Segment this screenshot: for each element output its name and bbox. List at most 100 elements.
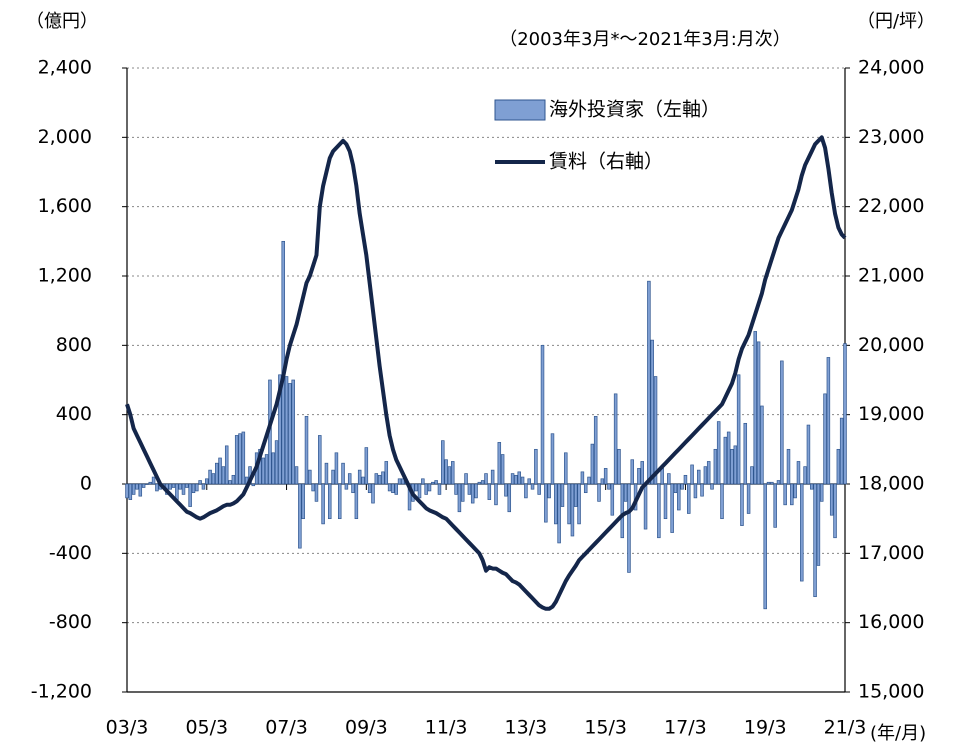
bar (145, 483, 149, 485)
bar (540, 344, 545, 485)
bar (687, 483, 691, 514)
bar (723, 436, 728, 485)
bar (504, 483, 508, 497)
x-tick-label: 17/3 (664, 717, 707, 739)
bar (507, 483, 512, 513)
bar (733, 445, 738, 485)
bar (816, 483, 821, 566)
bar (547, 483, 551, 499)
bar (414, 483, 418, 492)
bar (364, 447, 369, 485)
y2-tick-label: 23,000 (858, 126, 924, 148)
chart-subtitle: （2003年3月*～2021年3月:月次） (499, 29, 791, 50)
bar (487, 483, 492, 500)
y-tick-label: 2,000 (38, 126, 92, 148)
bar (261, 457, 266, 485)
bar (819, 483, 824, 502)
y-tick-label: -1,200 (31, 681, 92, 703)
bar (444, 459, 448, 485)
bar (750, 466, 754, 485)
bar (667, 473, 671, 485)
bar (138, 483, 143, 497)
bar (304, 416, 309, 485)
bar (284, 376, 289, 485)
bar (298, 483, 302, 549)
bar (278, 374, 282, 485)
bar (786, 448, 791, 485)
x-tick-label: 11/3 (425, 717, 468, 739)
bar (371, 483, 375, 504)
bar (331, 469, 335, 485)
bar (567, 483, 571, 525)
bar (131, 483, 136, 495)
bar (198, 480, 202, 485)
bar (191, 483, 196, 494)
bar (613, 393, 618, 485)
bar (763, 483, 767, 610)
bar (726, 431, 731, 485)
bar (361, 476, 365, 485)
x-tick-label: 19/3 (744, 717, 787, 739)
bar (467, 483, 472, 495)
y-tick-label: 2,400 (38, 57, 92, 79)
y2-tick-label: 21,000 (858, 265, 924, 287)
bar (291, 379, 295, 485)
bar (756, 341, 761, 485)
bar (700, 483, 704, 497)
bar (480, 480, 485, 485)
bar (773, 483, 777, 528)
bar (630, 459, 635, 485)
legend-swatch (494, 99, 546, 121)
bar (829, 483, 834, 516)
bar (710, 483, 714, 490)
y-tick-label: -400 (49, 542, 92, 564)
bar (221, 466, 226, 485)
bar (215, 462, 219, 485)
y2-tick-label: 17,000 (858, 542, 924, 564)
bar (185, 483, 189, 488)
bar (234, 435, 239, 485)
bar (224, 445, 229, 485)
x-tick-label: 21/3 (824, 717, 867, 739)
bar (490, 469, 495, 485)
bar (427, 483, 432, 492)
bar (766, 481, 771, 485)
bar (530, 483, 535, 490)
bar (357, 469, 362, 485)
bar (760, 405, 764, 485)
bar (657, 483, 661, 539)
bar (181, 483, 186, 495)
bar (520, 476, 525, 485)
y2-tick-label: 24,000 (858, 57, 924, 79)
bar (647, 280, 651, 485)
x-tick-label: 15/3 (584, 717, 627, 739)
bar (231, 474, 236, 485)
y-tick-label: 800 (56, 334, 92, 356)
bar (580, 471, 585, 485)
bar (776, 480, 781, 485)
bar (135, 483, 139, 490)
bar (603, 468, 608, 485)
bar (650, 339, 654, 485)
bar (271, 452, 276, 485)
bar (783, 483, 787, 506)
bar (587, 476, 591, 485)
bar (238, 433, 242, 485)
bar (673, 483, 678, 494)
bar (677, 483, 681, 511)
x-tick-label: 05/3 (185, 717, 228, 739)
bar (367, 483, 372, 494)
bar (583, 483, 588, 494)
bar (274, 440, 279, 485)
legend-label: 賃料（右軸） (549, 151, 663, 173)
bar (128, 483, 133, 500)
bar (241, 431, 246, 485)
bar (484, 473, 488, 485)
bar (843, 343, 847, 485)
bar (397, 478, 402, 485)
bar (716, 421, 721, 485)
bar (421, 478, 425, 485)
bar (148, 481, 153, 485)
bar (703, 466, 708, 485)
